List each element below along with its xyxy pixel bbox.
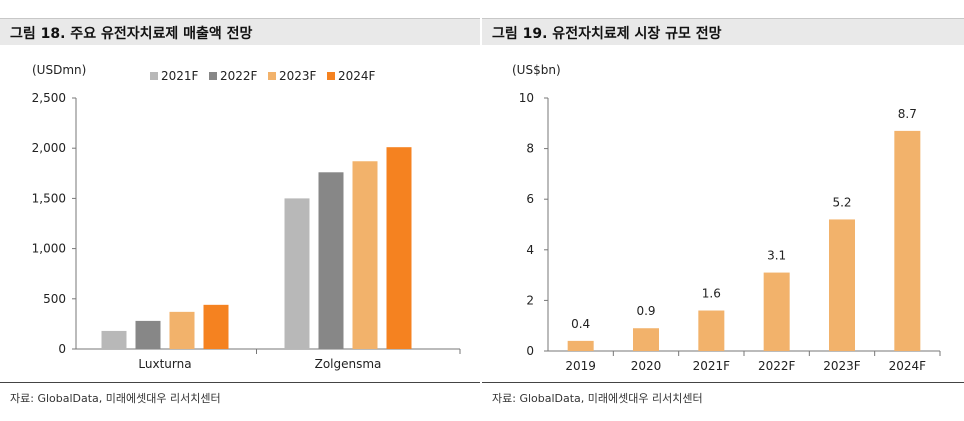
left-chart-svg: (USDmn) 2021F 2022F 2023F 2024F 0 500 1,000 1,50… bbox=[32, 63, 461, 371]
right-title-bar: 그림 19. 유전자치료제 시장 규모 전망 bbox=[482, 18, 964, 45]
left-chart-panel: 그림 18. 주요 유전자치료제 매출액 전망 (USDmn) 2021F 2022… bbox=[0, 0, 480, 421]
left-y-tick-label: 1,000 bbox=[32, 242, 66, 256]
data-label-2020: 0.9 bbox=[636, 304, 655, 318]
bar-luxturna-2023F bbox=[169, 311, 195, 349]
right-bottom-rule bbox=[482, 382, 964, 383]
right-x-tick-label: 2024F bbox=[889, 359, 927, 373]
right-y-tick-label: 8 bbox=[526, 142, 534, 156]
right-y-tick-label: 0 bbox=[526, 344, 534, 358]
legend-swatch-2023F bbox=[268, 72, 276, 80]
legend-label-2024F: 2024F bbox=[338, 69, 376, 83]
bar-2020 bbox=[633, 328, 659, 351]
right-x-tick-label: 2022F bbox=[758, 359, 796, 373]
bar-2023f bbox=[829, 219, 855, 351]
legend-label-2022F: 2022F bbox=[220, 69, 258, 83]
bar-2022f bbox=[763, 272, 790, 351]
right-y-tick-label: 2 bbox=[526, 293, 534, 307]
left-y-tick-label: 2,500 bbox=[32, 91, 66, 105]
legend-swatch-2022F bbox=[209, 72, 217, 80]
data-label-2023f: 5.2 bbox=[832, 195, 851, 209]
left-y-tick-label: 500 bbox=[43, 292, 66, 306]
left-bottom-rule bbox=[0, 382, 480, 383]
right-x-tick-label: 2023F bbox=[823, 359, 861, 373]
bar-zolgensma-2022F bbox=[318, 172, 344, 349]
left-y-tick-label: 0 bbox=[58, 342, 66, 356]
right-x-tick-label: 2020 bbox=[631, 359, 662, 373]
legend-label-2021F: 2021F bbox=[161, 69, 199, 83]
data-label-2021f: 1.6 bbox=[702, 287, 721, 301]
bar-2024f bbox=[894, 130, 921, 351]
data-label-2022f: 3.1 bbox=[767, 249, 786, 263]
left-y-axis-unit: (USDmn) bbox=[32, 63, 86, 77]
data-label-2019: 0.4 bbox=[571, 317, 590, 331]
left-x-tick-label: Luxturna bbox=[138, 357, 191, 371]
bar-zolgensma-2023F bbox=[352, 161, 378, 349]
bar-luxturna-2024F bbox=[203, 304, 229, 349]
bar-2021f bbox=[698, 310, 725, 351]
legend-label-2023F: 2023F bbox=[279, 69, 317, 83]
left-chart-title: 그림 18. 주요 유전자치료제 매출액 전망 bbox=[10, 26, 253, 42]
right-y-tick-label: 4 bbox=[526, 243, 534, 257]
right-chart-panel: 그림 19. 유전자치료제 시장 규모 전망 (US$bn) 0 2 4 6 8 10 0.4… bbox=[482, 0, 964, 421]
left-y-tick-label: 2,000 bbox=[32, 141, 66, 155]
left-source-note: 자료: GlobalData, 미래에셋대우 리서치센터 bbox=[10, 392, 221, 405]
right-x-tick-label: 2021F bbox=[693, 359, 731, 373]
left-title-bar: 그림 18. 주요 유전자치료제 매출액 전망 bbox=[0, 18, 480, 45]
legend-swatch-2021F bbox=[150, 72, 158, 80]
left-x-tick-label: Zolgensma bbox=[315, 357, 382, 371]
data-label-2024f: 8.7 bbox=[898, 107, 917, 121]
left-y-tick-label: 1,500 bbox=[32, 191, 66, 205]
right-y-axis-unit: (US$bn) bbox=[512, 63, 561, 77]
legend-swatch-2024F bbox=[327, 72, 335, 80]
bar-zolgensma-2021F bbox=[284, 198, 310, 349]
bar-luxturna-2021F bbox=[101, 330, 127, 349]
right-y-tick-label: 6 bbox=[526, 192, 534, 206]
right-chart-svg: (US$bn) 0 2 4 6 8 10 0.4 2019 0.9 2020 1.6 2021F 3.1 2… bbox=[512, 63, 941, 373]
right-x-tick-label: 2019 bbox=[565, 359, 596, 373]
bar-luxturna-2022F bbox=[135, 320, 161, 349]
bar-zolgensma-2024F bbox=[386, 147, 412, 349]
right-source-note: 자료: GlobalData, 미래에셋대우 리서치센터 bbox=[492, 392, 703, 405]
right-chart-title: 그림 19. 유전자치료제 시장 규모 전망 bbox=[492, 26, 722, 42]
bar-2019 bbox=[567, 340, 594, 351]
right-y-tick-label: 10 bbox=[519, 91, 534, 105]
